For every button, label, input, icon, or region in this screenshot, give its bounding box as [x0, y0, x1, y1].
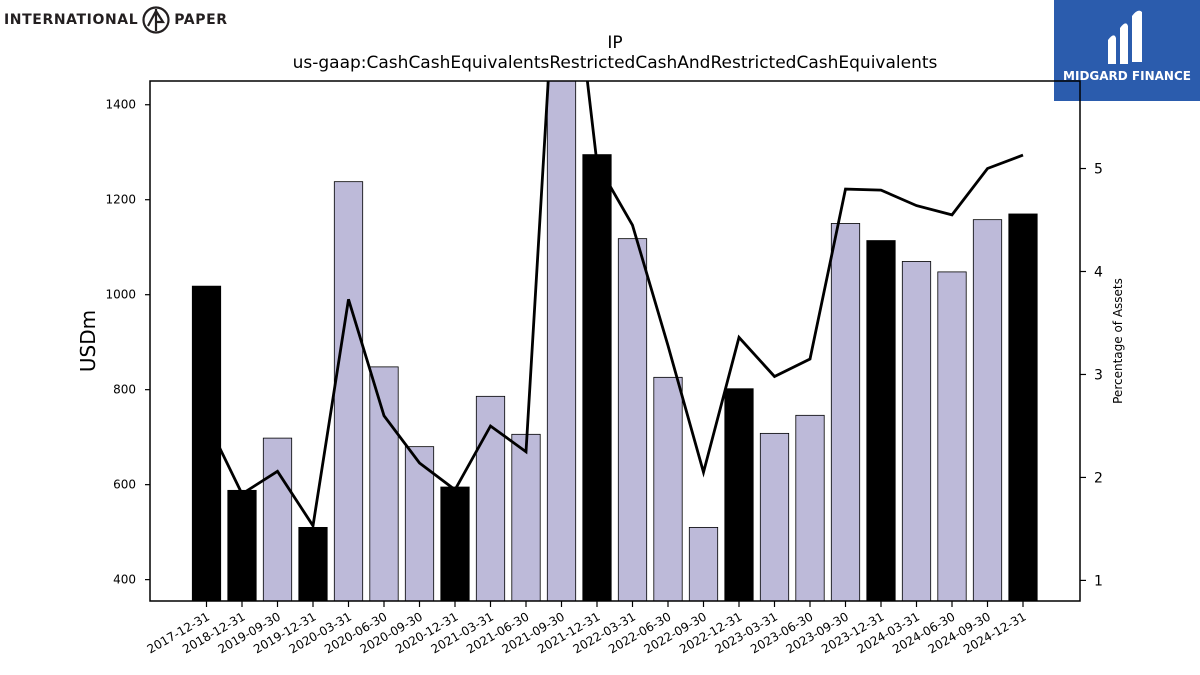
y-tick-label-800: 800	[113, 383, 136, 397]
bar-2023-03-31	[759, 432, 790, 601]
bar-2024-12-31	[1008, 213, 1038, 601]
plot-frame	[149, 80, 1081, 602]
chart-title: IP	[607, 33, 622, 53]
bar-2024-03-31	[901, 261, 932, 601]
bar-2020-06-30	[369, 366, 399, 601]
y2-tick-label-4: 4	[1094, 264, 1103, 280]
bar-2024-09-30	[972, 219, 1003, 601]
chart-subtitle: us-gaap:CashCashEquivalentsRestrictedCas…	[293, 53, 938, 73]
y-tick-label-600: 600	[113, 478, 136, 492]
bar-2020-09-30	[404, 446, 435, 601]
bar-2018-12-31	[227, 489, 257, 601]
bar-2023-06-30	[795, 414, 825, 601]
percentage-of-assets-line	[205, 81, 1024, 530]
bar-2023-09-30	[830, 223, 861, 601]
y-tick-label-400: 400	[113, 573, 136, 587]
bar-2022-06-30	[653, 376, 683, 601]
bars-layer	[191, 81, 1038, 601]
bar-2020-12-31	[440, 486, 470, 601]
bar-2017-12-31	[191, 285, 222, 601]
y-tick-label-1400: 1400	[105, 98, 136, 112]
bar-2022-03-31	[617, 238, 648, 601]
midgard-finance-logo: MIDGARD FINANCE	[1054, 0, 1200, 101]
bar-2019-09-30	[262, 437, 293, 601]
bar-2020-03-31	[333, 181, 364, 601]
logo-text-paper: PAPER	[174, 12, 228, 28]
y2-tick-label-1: 1	[1094, 573, 1103, 589]
bar-2021-12-31	[582, 154, 612, 601]
international-paper-emblem-icon	[142, 6, 170, 34]
y-axis-label: USDm	[76, 310, 100, 372]
bar-2021-06-30	[511, 433, 541, 601]
line-layer	[205, 81, 1024, 530]
bar-2024-06-30	[937, 271, 967, 601]
y-tick-label-1200: 1200	[105, 193, 136, 207]
y2-tick-label-5: 5	[1094, 162, 1103, 178]
bar-2021-09-30	[546, 81, 577, 601]
bar-2022-12-31	[724, 388, 754, 601]
bar-2022-09-30	[688, 526, 719, 601]
y2-axis-label: Percentage of Assets	[1111, 278, 1125, 404]
international-paper-logo: INTERNATIONAL PAPER	[4, 4, 228, 36]
bar-2019-12-31	[298, 526, 328, 601]
bar-2023-12-31	[866, 240, 896, 601]
midgard-finance-emblem-icon	[1108, 10, 1142, 64]
y2-tick-label-3: 3	[1094, 367, 1103, 383]
y-tick-label-1000: 1000	[105, 288, 136, 302]
bar-2021-03-31	[475, 395, 506, 601]
logo-text-international: INTERNATIONAL	[4, 12, 139, 28]
y2-tick-label-2: 2	[1094, 470, 1103, 486]
midgard-finance-text: MIDGARD FINANCE	[1063, 69, 1191, 83]
